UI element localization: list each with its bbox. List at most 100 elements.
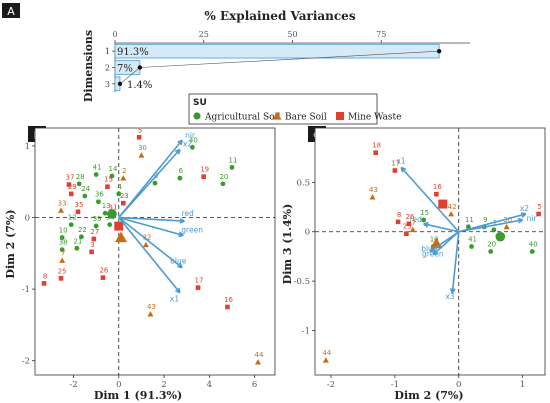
panel-c-point-agricultural: [529, 249, 535, 254]
panel-b-point-label: 29: [68, 183, 77, 191]
panel-a-bars: 1 2 3 91.3% 7% 1.4%: [105, 43, 442, 92]
panel-c-point-agricultural: [421, 217, 427, 223]
panel-a-xtick-label: 50: [287, 30, 297, 39]
panel-a-category-label: 2: [105, 64, 110, 73]
panel-c-loading-arrow: [423, 223, 459, 233]
panel-c-point-bare: [448, 210, 455, 217]
legend-box: [188, 93, 378, 125]
panel-c-ytick-label: -1: [302, 327, 310, 337]
panel-c-point-label: 9: [483, 216, 487, 224]
panel-b-point-label: 25: [58, 267, 67, 275]
panel-b-point-agricultural: [229, 164, 235, 170]
panel-b-point-label: 7: [61, 249, 65, 257]
panel-b-point-agricultural: [102, 210, 108, 216]
panel-b-loading-label: blue: [170, 257, 187, 266]
panel-c-loading-label: x2: [520, 204, 529, 213]
panel-b-point-label: 3: [90, 241, 94, 249]
panel-b-point-agricultural: [74, 245, 80, 251]
panel-b-point-agricultural: [177, 175, 183, 181]
panel-b-point-label: 44: [255, 351, 264, 359]
panel-c-loading-label: x1: [396, 157, 405, 166]
panel-c-loading-arrow: [432, 231, 460, 256]
panel-c-point-mine: [373, 150, 378, 155]
panel-b-point-label: 15: [104, 176, 113, 184]
panel-b-point-label: 17: [195, 277, 204, 285]
panel-c-point-label: 7: [412, 219, 416, 227]
panel-b-point-bare: [58, 207, 65, 213]
panel-c-point-mine: [536, 211, 541, 217]
panel-b-point-label: 12: [68, 214, 77, 222]
panel-b-centroid-bare: [115, 231, 128, 243]
panel-c-ytick-label: 0.5: [296, 178, 310, 188]
panel-b-point-mine: [58, 276, 64, 281]
panel-c-point-label: 41: [468, 236, 477, 244]
panel-b-point-label: 35: [75, 201, 84, 209]
panel-b-point-mine: [66, 182, 72, 187]
panel-a-badge: [2, 3, 20, 18]
panel-c-point-label: 42: [448, 203, 457, 211]
panel-a-title: % Explained Variances: [204, 9, 355, 23]
panel-b-point-agricultural: [82, 193, 88, 199]
panel-c: C Dim 3 (1.4%) Dim 2 (7%) -2-101-1-0.500…: [281, 126, 546, 402]
panel-b-point-agricultural: [95, 199, 101, 205]
panel-b-ylabel: Dim 2 (7%): [4, 209, 17, 278]
panel-c-loading-label: nir: [527, 214, 538, 223]
panel-b-ytick-label: -1: [22, 285, 30, 295]
panel-a: A % Explained Variances Dimensions 0 25 50…: [2, 3, 470, 102]
panel-b-point-label: 40: [189, 136, 198, 144]
panel-b-point-agricultural: [76, 181, 82, 187]
panel-b-point-agricultural: [79, 234, 84, 240]
legend-item-label: Mine Waste: [348, 113, 401, 123]
legend-title: SU: [193, 98, 207, 108]
panel-b-plot-frame: [34, 127, 276, 376]
panel-a-xtick-label: 0: [112, 30, 117, 39]
panel-b-loading-arrowhead: [174, 148, 181, 155]
panel-b-loading-label: x1: [170, 295, 179, 304]
panel-b-point-label: 32: [142, 234, 151, 242]
panel-b-xtick-label: 6: [252, 380, 257, 390]
panel-b-point-agricultural: [59, 235, 65, 240]
panel-c-point-label: 25: [403, 223, 412, 231]
panel-b-point-label: 13: [102, 202, 111, 210]
panel-b-point-label: 14: [109, 165, 118, 173]
panel-c-centroid-agricultural: [495, 231, 506, 242]
panel-b-point-label: 16: [224, 296, 233, 304]
panel-b-point-label: 27: [90, 228, 99, 236]
panel-b-centroid-mine: [114, 221, 124, 231]
panel-b-loading-arrowhead: [175, 287, 181, 294]
panel-c-loading-arrowhead: [432, 249, 439, 256]
panel-c-point-label: 16: [433, 183, 442, 191]
panel-b-loading-arrow: [118, 216, 184, 237]
panel-b-point-label: 30: [138, 144, 147, 152]
panel-b-point-mine: [68, 191, 74, 197]
legend-item-label: Bare Soil: [285, 113, 327, 123]
panel-b-point-label: 19: [200, 166, 209, 174]
panel-c-loading-label: x3: [445, 292, 454, 301]
panel-c-loading-arrow: [458, 213, 527, 233]
panel-c-point-label: 15: [420, 209, 429, 217]
panel-b-loading-arrowhead: [178, 231, 184, 238]
panel-c-point-bare: [322, 357, 329, 363]
panel-b-xtick-label: -2: [69, 380, 77, 390]
panel-c-point-mine: [392, 168, 398, 173]
panel-b-ytick-label: -2: [22, 357, 30, 367]
panel-b-point-label: 22: [78, 226, 87, 234]
panel-c-loading-arrow: [458, 219, 523, 233]
panel-b-point-label: 23: [120, 192, 129, 200]
panel-b-ytick-label: 1: [25, 142, 30, 152]
panel-c-point-label: 43: [369, 186, 378, 194]
legend-item-label: Agricultural Soil: [204, 113, 280, 123]
panel-c-point-label: 30: [503, 216, 512, 224]
panel-a-axes: 0 25 50 75: [112, 30, 470, 92]
panel-b-point-mine: [201, 174, 206, 179]
panel-b-point-agricultural: [107, 222, 113, 228]
panel-b-point-label: 41: [93, 164, 102, 172]
panel-c-loading-arrowhead: [520, 212, 527, 218]
panel-b-point-agricultural: [109, 173, 115, 179]
panel-b-loading-label: red: [181, 209, 194, 218]
panel-c-loading-arrowhead: [423, 221, 429, 228]
panel-a-category-label: 3: [105, 80, 110, 89]
panel-b-xtick-label: 2: [161, 380, 166, 390]
panel-b-point-mine: [121, 200, 126, 206]
